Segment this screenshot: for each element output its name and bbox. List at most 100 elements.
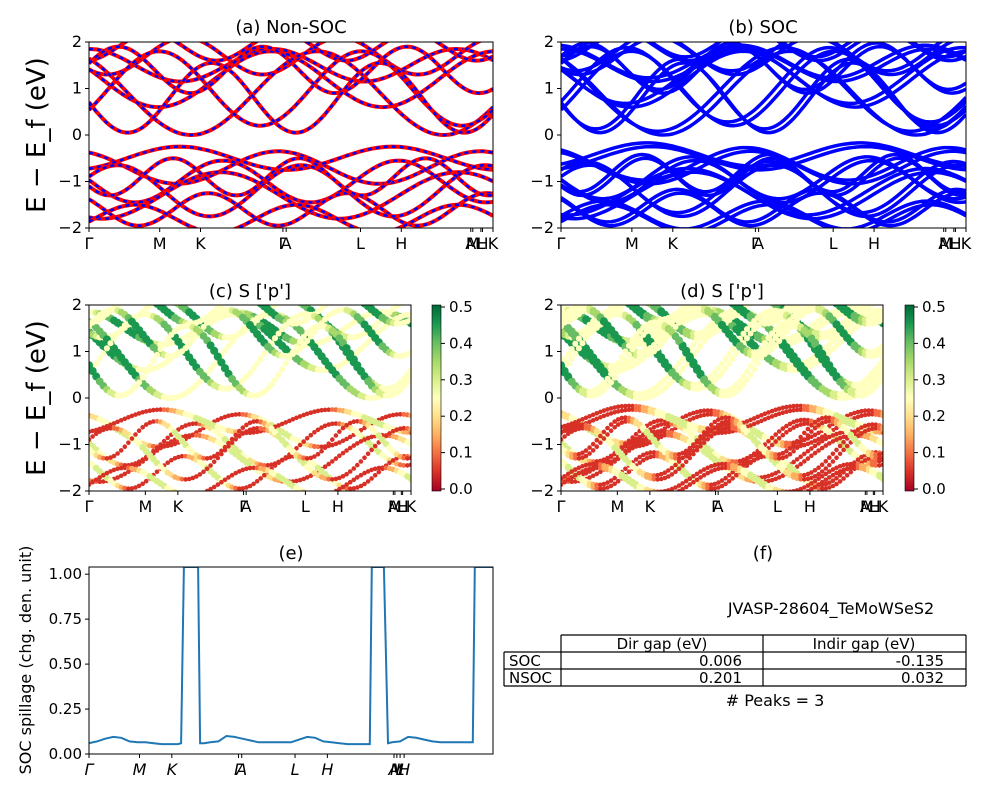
- panel-d-point: [608, 289, 614, 295]
- panel-d-point: [751, 357, 758, 364]
- panel-c-point: [122, 297, 128, 303]
- panel-c-point: [398, 426, 403, 432]
- panel-d-point: [761, 339, 768, 347]
- panel-c-point: [146, 363, 153, 370]
- panel-c-point: [229, 472, 235, 478]
- panel-d-point: [587, 445, 592, 450]
- peaks-count: # Peaks = 3: [726, 691, 825, 710]
- band-line-split-8: [561, 145, 966, 182]
- panel-c-point: [143, 456, 149, 462]
- panel-d-point: [608, 406, 614, 411]
- panel-d-point: [823, 477, 829, 483]
- panel-d-point: [633, 297, 639, 303]
- panel-d-point: [880, 451, 883, 456]
- panel-d-point: [658, 429, 664, 434]
- panel-c-xtick-label-2: K: [173, 497, 184, 516]
- panel-c-point: [312, 493, 317, 498]
- panel-d-point: [859, 425, 864, 430]
- panel-c-xtick-label-0: Γ: [85, 497, 94, 516]
- panel-e-xtick-label-7: A: [388, 760, 400, 779]
- panel-d-point: [693, 347, 701, 354]
- panel-d-point: [805, 488, 811, 491]
- panel-d-point: [823, 481, 829, 487]
- panel-d-point: [701, 408, 707, 414]
- panel-c-point: [301, 476, 307, 482]
- panel-d-point: [794, 488, 800, 491]
- panel-d-point: [805, 476, 811, 482]
- panel-c-xtick-label-9: L: [397, 497, 406, 516]
- panel-d-point: [862, 429, 868, 434]
- panel-d-point: [701, 430, 707, 435]
- panel-b-xtick-label-8: M: [939, 234, 953, 253]
- panel-d-point: [633, 332, 640, 339]
- panel-c-point: [279, 366, 286, 373]
- panel-d-point: [629, 337, 636, 344]
- band-line-15-1: [89, 157, 493, 197]
- panel-d-point: [730, 476, 735, 481]
- panel-d-point: [880, 462, 883, 468]
- panel-d-point: [691, 442, 696, 447]
- panel-c-point: [304, 436, 310, 441]
- panel-c-point: [136, 379, 143, 386]
- panel-d-point: [866, 427, 871, 433]
- panel-c-point: [218, 305, 225, 309]
- panel-c-xtick-label-8: M: [388, 497, 402, 516]
- panel-d-point: [870, 412, 875, 417]
- panel-d-point: [669, 486, 675, 491]
- panel-d-point: [612, 481, 617, 487]
- panel-c-point: [315, 427, 321, 433]
- panel-c-point: [139, 374, 146, 381]
- panel-c-point: [133, 485, 138, 490]
- panel-d-point: [776, 475, 782, 480]
- panel-c-point: [140, 425, 145, 430]
- panel-d-point: [626, 469, 632, 475]
- panel-d-point: [633, 431, 639, 437]
- panel-d-point: [823, 443, 829, 448]
- panel-c-point: [229, 440, 235, 446]
- panel-d-point: [623, 415, 628, 420]
- panel-d-point: [723, 419, 728, 424]
- panel-d-point: [594, 482, 600, 488]
- panel-c-colorbar: [431, 304, 442, 492]
- panel-d-point: [798, 473, 804, 479]
- panel-c-point: [351, 466, 357, 471]
- panel-d-point: [659, 493, 664, 498]
- panel-a-ytick-label-2: 0: [72, 125, 82, 144]
- panel-d-point: [716, 466, 721, 472]
- panel-d-point: [612, 405, 617, 410]
- panel-c-point: [161, 297, 167, 303]
- panel-d-point: [637, 294, 643, 300]
- panel-d-point: [583, 471, 589, 476]
- panel-d-point: [601, 436, 607, 441]
- panel-d-point: [879, 440, 883, 447]
- panel-c-point: [179, 425, 185, 430]
- panel-d-point: [794, 418, 800, 424]
- panel-c-point: [118, 326, 125, 333]
- panel-c-point: [344, 436, 349, 442]
- panel-d-point: [819, 434, 825, 440]
- panel-d-point: [812, 474, 818, 479]
- panel-c-point: [208, 486, 213, 491]
- panel-c-point: [229, 338, 236, 345]
- panel-d-point: [866, 422, 871, 428]
- panel-d-point: [859, 413, 864, 419]
- panel-c-point: [211, 484, 217, 490]
- panel-d-point: [736, 378, 743, 385]
- panel-c-point: [90, 434, 95, 439]
- panel-c-point: [362, 470, 367, 476]
- panel-c-point: [183, 493, 188, 498]
- panel-e-ytick-label-3: 0.75: [49, 610, 82, 628]
- panel-c-point: [344, 485, 350, 491]
- panel-d-point: [648, 421, 653, 426]
- panel-c-point: [186, 476, 192, 482]
- panel-d-point: [575, 335, 582, 342]
- panel-c-point: [254, 360, 261, 367]
- panel-d-point: [809, 481, 814, 486]
- panel-d-point: [816, 448, 821, 453]
- panel-d-point: [872, 375, 879, 382]
- panel-c-point: [383, 414, 389, 420]
- panel-d-point: [598, 486, 603, 491]
- panel-c-point: [197, 472, 203, 477]
- panel-d-point: [605, 485, 610, 490]
- panel-d-point: [866, 412, 871, 417]
